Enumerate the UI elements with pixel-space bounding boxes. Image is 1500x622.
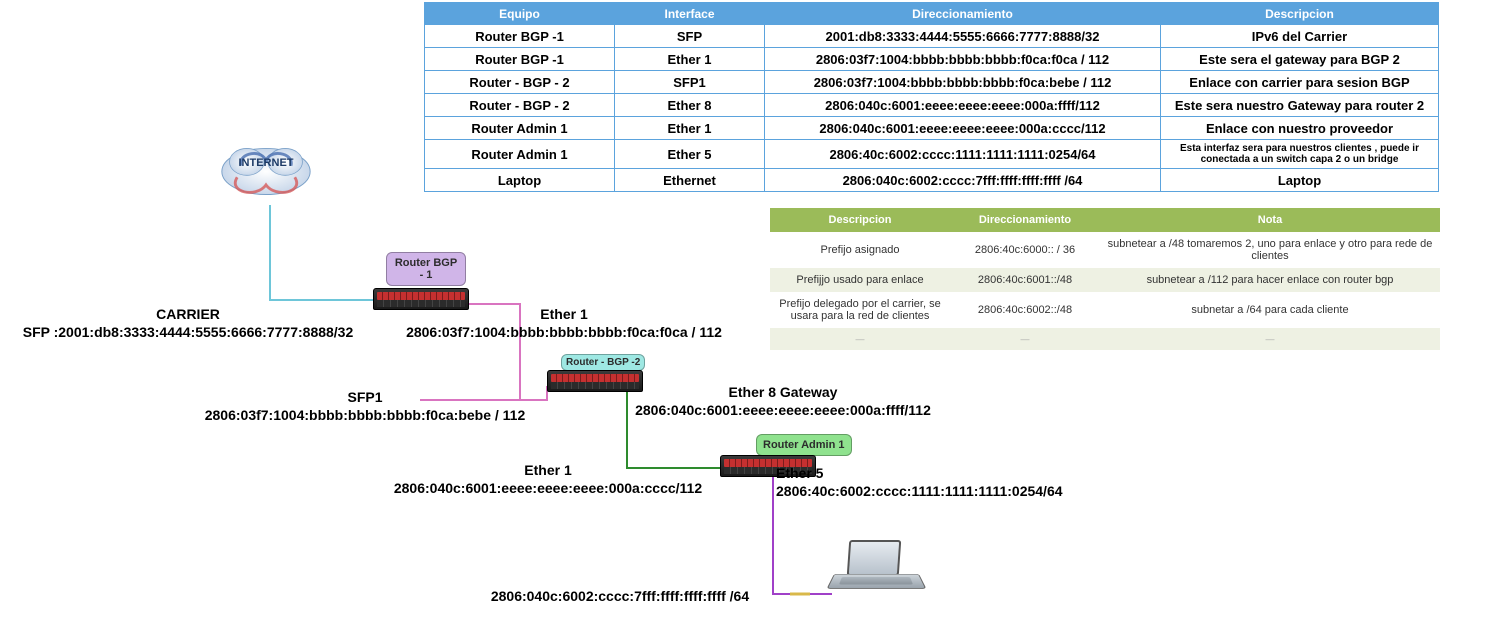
prefix-table: Descripcion Direccionamiento Nota Prefij… xyxy=(770,208,1440,350)
internet-label: INTERNET xyxy=(218,157,314,169)
table-cell: Enlace con carrier para sesion BGP xyxy=(1161,71,1439,94)
table-cell: Router - BGP - 2 xyxy=(425,94,615,117)
table-cell: Ethernet xyxy=(615,169,765,192)
table-cell: Este sera el gateway para BGP 2 xyxy=(1161,48,1439,71)
admin-ether1-label: Ether 1 2806:040c:6001:eeee:eeee:eeee:00… xyxy=(378,462,718,497)
table-cell: Prefijo delegado por el carrier, se usar… xyxy=(770,292,950,328)
carrier-label: CARRIER SFP :2001:db8:3333:4444:5555:666… xyxy=(8,306,368,341)
table-cell: Router BGP -1 xyxy=(425,48,615,71)
ether5-label: Ether 5 2806:40c:6002:cccc:1111:1111:111… xyxy=(776,465,1076,500)
table-cell: Prefijjo usado para enlace xyxy=(770,268,950,292)
sfp1-label: SFP1 2806:03f7:1004:bbbb:bbbb:bbbb:f0ca:… xyxy=(200,389,530,424)
t1-h4: Descripcion xyxy=(1161,3,1439,25)
table-cell: SFP xyxy=(615,25,765,48)
table-cell: 2806:40c:6000:: / 36 xyxy=(950,232,1100,268)
table-cell: 2806:040c:6002:cccc:7fff:ffff:ffff:ffff … xyxy=(765,169,1161,192)
table-cell: Laptop xyxy=(1161,169,1439,192)
table-cell: 2806:40c:6002::/48 xyxy=(950,292,1100,328)
table-cell: Este sera nuestro Gateway para router 2 xyxy=(1161,94,1439,117)
router-bgp2-hw-icon xyxy=(547,370,643,392)
bgp1-ether1-label: Ether 1 2806:03f7:1004:bbbb:bbbb:bbbb:f0… xyxy=(404,306,724,341)
table-cell: Enlace con nuestro proveedor xyxy=(1161,117,1439,140)
addressing-table: Equipo Interface Direccionamiento Descri… xyxy=(424,2,1439,192)
t2-h3: Nota xyxy=(1100,208,1440,232)
table-cell: SFP1 xyxy=(615,71,765,94)
table-cell: 2806:03f7:1004:bbbb:bbbb:bbbb:f0ca:bebe … xyxy=(765,71,1161,94)
table-cell: Router BGP -1 xyxy=(425,25,615,48)
table-cell: Ether 1 xyxy=(615,117,765,140)
table-cell: Router Admin 1 xyxy=(425,117,615,140)
table-cell: subnetear a /48 tomaremos 2, uno para en… xyxy=(1100,232,1440,268)
table-cell: — xyxy=(770,328,950,350)
t2-h1: Descripcion xyxy=(770,208,950,232)
laptop-icon xyxy=(834,540,919,600)
carrier-addr: SFP :2001:db8:3333:4444:5555:6666:7777:8… xyxy=(23,324,354,340)
table-cell: Ether 8 xyxy=(615,94,765,117)
router-admin1-box: Router Admin 1 xyxy=(756,434,852,456)
table-cell: 2806:040c:6001:eeee:eeee:eeee:000a:cccc/… xyxy=(765,117,1161,140)
router-bgp1-box: Router BGP - 1 xyxy=(386,252,466,286)
table-cell: Ether 1 xyxy=(615,48,765,71)
t1-h1: Equipo xyxy=(425,3,615,25)
table-cell: Router - BGP - 2 xyxy=(425,71,615,94)
table-cell: Ether 5 xyxy=(615,140,765,169)
carrier-title: CARRIER xyxy=(156,306,220,322)
table-cell: — xyxy=(950,328,1100,350)
cloud-icon xyxy=(218,135,314,204)
table-cell: — xyxy=(1100,328,1440,350)
t1-h2: Interface xyxy=(615,3,765,25)
table-cell: Prefijo asignado xyxy=(770,232,950,268)
table-cell: 2806:03f7:1004:bbbb:bbbb:bbbb:f0ca:f0ca … xyxy=(765,48,1161,71)
table-cell: Router Admin 1 xyxy=(425,140,615,169)
laptop-ip-label: 2806:040c:6002:cccc:7fff:ffff:ffff:ffff … xyxy=(470,588,770,606)
table-cell: 2806:40c:6001::/48 xyxy=(950,268,1100,292)
table-cell: 2806:40c:6002:cccc:1111:1111:1111:0254/6… xyxy=(765,140,1161,169)
table-cell: subnetear a /112 para hacer enlace con r… xyxy=(1100,268,1440,292)
internet-node: INTERNET xyxy=(218,135,314,205)
table-cell: Esta interfaz sera para nuestros cliente… xyxy=(1161,140,1439,169)
router-bgp2-box: Router - BGP -2 xyxy=(561,354,645,371)
table-cell: IPv6 del Carrier xyxy=(1161,25,1439,48)
table-cell: 2806:040c:6001:eeee:eeee:eeee:000a:ffff/… xyxy=(765,94,1161,117)
table-cell: 2001:db8:3333:4444:5555:6666:7777:8888/3… xyxy=(765,25,1161,48)
table-cell: subnetar a /64 para cada cliente xyxy=(1100,292,1440,328)
table-cell: Laptop xyxy=(425,169,615,192)
t1-h3: Direccionamiento xyxy=(765,3,1161,25)
ether8-label: Ether 8 Gateway 2806:040c:6001:eeee:eeee… xyxy=(633,384,933,419)
t2-h2: Direccionamiento xyxy=(950,208,1100,232)
